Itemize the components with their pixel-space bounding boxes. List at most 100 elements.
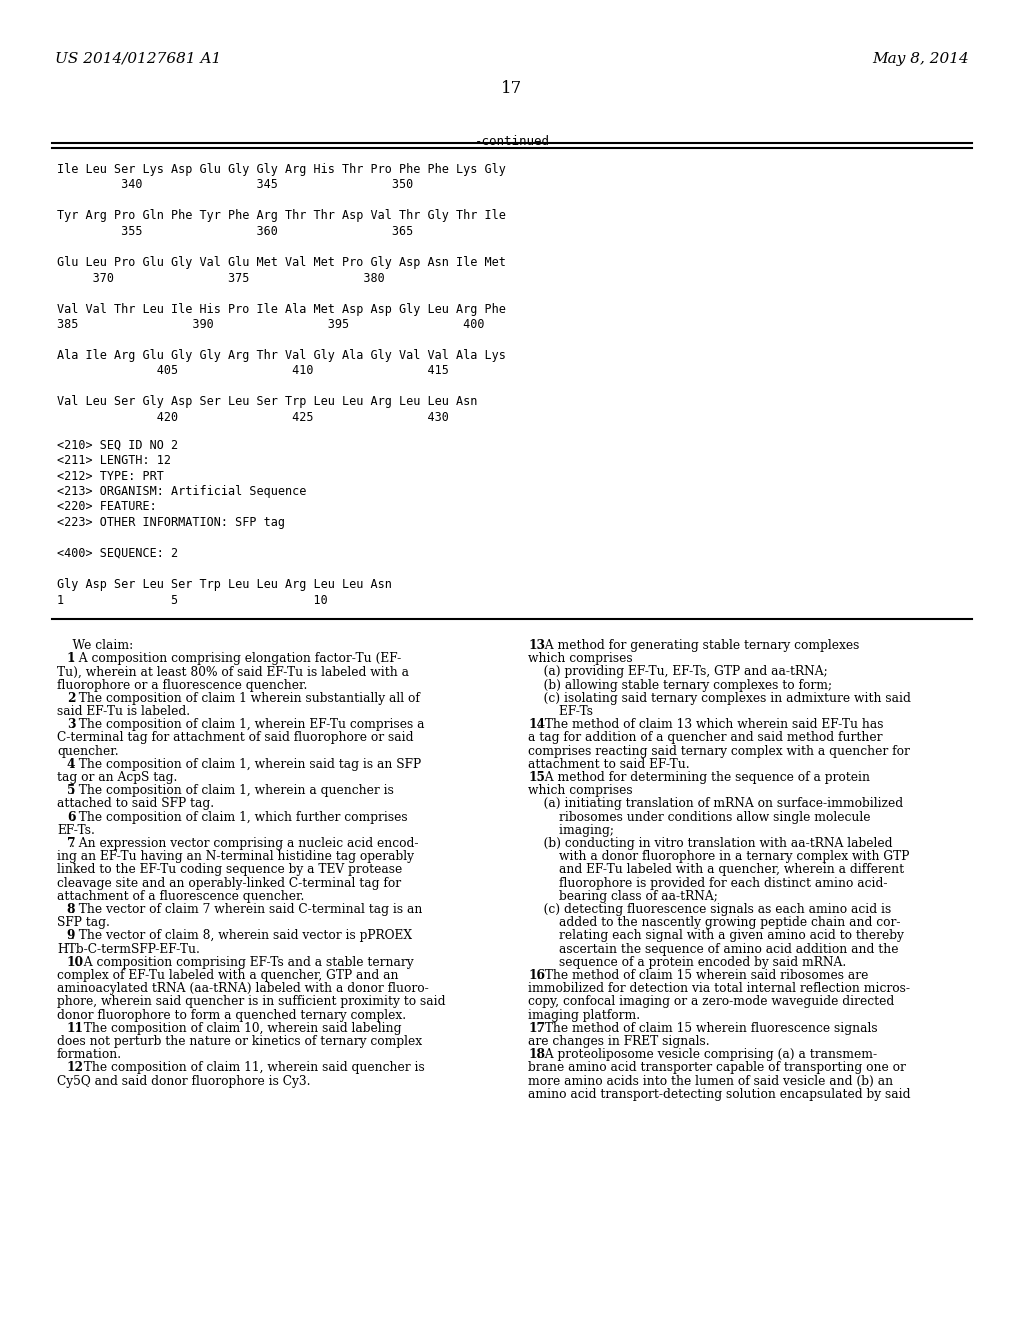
Text: added to the nascently growing peptide chain and cor-: added to the nascently growing peptide c… <box>528 916 900 929</box>
Text: fluorophore or a fluorescence quencher.: fluorophore or a fluorescence quencher. <box>57 678 307 692</box>
Text: C-terminal tag for attachment of said fluorophore or said: C-terminal tag for attachment of said fl… <box>57 731 414 744</box>
Text: . An expression vector comprising a nucleic acid encod-: . An expression vector comprising a nucl… <box>72 837 419 850</box>
Text: 15: 15 <box>528 771 545 784</box>
Text: . The vector of claim 7 wherein said C-terminal tag is an: . The vector of claim 7 wherein said C-t… <box>72 903 423 916</box>
Text: 18: 18 <box>528 1048 545 1061</box>
Text: formation.: formation. <box>57 1048 122 1061</box>
Text: which comprises: which comprises <box>528 784 633 797</box>
Text: quencher.: quencher. <box>57 744 119 758</box>
Text: . The composition of claim 1, wherein a quencher is: . The composition of claim 1, wherein a … <box>72 784 394 797</box>
Text: ascertain the sequence of amino acid addition and the: ascertain the sequence of amino acid add… <box>528 942 898 956</box>
Text: . A method for generating stable ternary complexes: . A method for generating stable ternary… <box>538 639 859 652</box>
Text: 7: 7 <box>67 837 76 850</box>
Text: tag or an AcpS tag.: tag or an AcpS tag. <box>57 771 177 784</box>
Text: US 2014/0127681 A1: US 2014/0127681 A1 <box>55 51 221 66</box>
Text: 1               5                   10: 1 5 10 <box>57 594 328 606</box>
Text: -continued: -continued <box>474 135 550 148</box>
Text: (a) providing EF-Tu, EF-Ts, GTP and aa-tRNA;: (a) providing EF-Tu, EF-Ts, GTP and aa-t… <box>528 665 827 678</box>
Text: May 8, 2014: May 8, 2014 <box>872 51 969 66</box>
Text: 16: 16 <box>528 969 545 982</box>
Text: Val Leu Ser Gly Asp Ser Leu Ser Trp Leu Leu Arg Leu Leu Asn: Val Leu Ser Gly Asp Ser Leu Ser Trp Leu … <box>57 396 477 408</box>
Text: We claim:: We claim: <box>57 639 133 652</box>
Text: complex of EF-Tu labeled with a quencher, GTP and an: complex of EF-Tu labeled with a quencher… <box>57 969 398 982</box>
Text: 1: 1 <box>67 652 76 665</box>
Text: immobilized for detection via total internal reflection micros-: immobilized for detection via total inte… <box>528 982 910 995</box>
Text: 9: 9 <box>67 929 75 942</box>
Text: 420                425                430: 420 425 430 <box>57 411 449 424</box>
Text: copy, confocal imaging or a zero-mode waveguide directed: copy, confocal imaging or a zero-mode wa… <box>528 995 894 1008</box>
Text: imaging;: imaging; <box>528 824 614 837</box>
Text: SFP tag.: SFP tag. <box>57 916 110 929</box>
Text: brane amino acid transporter capable of transporting one or: brane amino acid transporter capable of … <box>528 1061 906 1074</box>
Text: 340                345                350: 340 345 350 <box>57 178 414 191</box>
Text: 2: 2 <box>67 692 76 705</box>
Text: Val Val Thr Leu Ile His Pro Ile Ala Met Asp Asp Gly Leu Arg Phe: Val Val Thr Leu Ile His Pro Ile Ala Met … <box>57 302 506 315</box>
Text: Tyr Arg Pro Gln Phe Tyr Phe Arg Thr Thr Asp Val Thr Gly Thr Ile: Tyr Arg Pro Gln Phe Tyr Phe Arg Thr Thr … <box>57 210 506 223</box>
Text: 5: 5 <box>67 784 75 797</box>
Text: 3: 3 <box>67 718 76 731</box>
Text: . A proteoliposome vesicle comprising (a) a transmem-: . A proteoliposome vesicle comprising (a… <box>538 1048 878 1061</box>
Text: <212> TYPE: PRT: <212> TYPE: PRT <box>57 470 164 483</box>
Text: (a) initiating translation of mRNA on surface-immobilized: (a) initiating translation of mRNA on su… <box>528 797 903 810</box>
Text: . The composition of claim 1, wherein EF-Tu comprises a: . The composition of claim 1, wherein EF… <box>72 718 425 731</box>
Text: . The vector of claim 8, wherein said vector is pPROEX: . The vector of claim 8, wherein said ve… <box>72 929 413 942</box>
Text: (c) isolating said ternary complexes in admixture with said: (c) isolating said ternary complexes in … <box>528 692 911 705</box>
Text: 17: 17 <box>528 1022 545 1035</box>
Text: . The composition of claim 1, wherein said tag is an SFP: . The composition of claim 1, wherein sa… <box>72 758 422 771</box>
Text: phore, wherein said quencher is in sufficient proximity to said: phore, wherein said quencher is in suffi… <box>57 995 445 1008</box>
Text: 13: 13 <box>528 639 545 652</box>
Text: 385                390                395                400: 385 390 395 400 <box>57 318 484 331</box>
Text: <220> FEATURE:: <220> FEATURE: <box>57 500 157 513</box>
Text: <213> ORGANISM: Artificial Sequence: <213> ORGANISM: Artificial Sequence <box>57 484 306 498</box>
Text: with a donor fluorophore in a ternary complex with GTP: with a donor fluorophore in a ternary co… <box>528 850 909 863</box>
Text: 370                375                380: 370 375 380 <box>57 272 385 285</box>
Text: <210> SEQ ID NO 2: <210> SEQ ID NO 2 <box>57 438 178 451</box>
Text: 10: 10 <box>67 956 84 969</box>
Text: are changes in FRET signals.: are changes in FRET signals. <box>528 1035 710 1048</box>
Text: and EF-Tu labeled with a quencher, wherein a different: and EF-Tu labeled with a quencher, where… <box>528 863 904 876</box>
Text: . A composition comprising elongation factor-Tu (EF-: . A composition comprising elongation fa… <box>72 652 401 665</box>
Text: Cy5Q and said donor fluorophore is Cy3.: Cy5Q and said donor fluorophore is Cy3. <box>57 1074 310 1088</box>
Text: . A composition comprising EF-Ts and a stable ternary: . A composition comprising EF-Ts and a s… <box>76 956 414 969</box>
Text: 12: 12 <box>67 1061 84 1074</box>
Text: <223> OTHER INFORMATION: SFP tag: <223> OTHER INFORMATION: SFP tag <box>57 516 285 529</box>
Text: more amino acids into the lumen of said vesicle and (b) an: more amino acids into the lumen of said … <box>528 1074 893 1088</box>
Text: . The method of claim 15 wherein fluorescence signals: . The method of claim 15 wherein fluores… <box>538 1022 878 1035</box>
Text: imaging platform.: imaging platform. <box>528 1008 640 1022</box>
Text: . The composition of claim 1 wherein substantially all of: . The composition of claim 1 wherein sub… <box>72 692 420 705</box>
Text: linked to the EF-Tu coding sequence by a TEV protease: linked to the EF-Tu coding sequence by a… <box>57 863 402 876</box>
Text: said EF-Tu is labeled.: said EF-Tu is labeled. <box>57 705 190 718</box>
Text: HTb-C-termSFP-EF-Tu.: HTb-C-termSFP-EF-Tu. <box>57 942 200 956</box>
Text: . The composition of claim 10, wherein said labeling: . The composition of claim 10, wherein s… <box>76 1022 401 1035</box>
Text: ribosomes under conditions allow single molecule: ribosomes under conditions allow single … <box>528 810 870 824</box>
Text: (b) conducting in vitro translation with aa-tRNA labeled: (b) conducting in vitro translation with… <box>528 837 893 850</box>
Text: aminoacylated tRNA (aa-tRNA) labeled with a donor fluoro-: aminoacylated tRNA (aa-tRNA) labeled wit… <box>57 982 429 995</box>
Text: donor fluorophore to form a quenched ternary complex.: donor fluorophore to form a quenched ter… <box>57 1008 407 1022</box>
Text: comprises reacting said ternary complex with a quencher for: comprises reacting said ternary complex … <box>528 744 910 758</box>
Text: 8: 8 <box>67 903 76 916</box>
Text: (b) allowing stable ternary complexes to form;: (b) allowing stable ternary complexes to… <box>528 678 833 692</box>
Text: ing an EF-Tu having an N-terminal histidine tag operably: ing an EF-Tu having an N-terminal histid… <box>57 850 414 863</box>
Text: 17: 17 <box>502 81 522 96</box>
Text: amino acid transport-detecting solution encapsulated by said: amino acid transport-detecting solution … <box>528 1088 910 1101</box>
Text: 11: 11 <box>67 1022 84 1035</box>
Text: EF-Ts: EF-Ts <box>528 705 593 718</box>
Text: <211> LENGTH: 12: <211> LENGTH: 12 <box>57 454 171 467</box>
Text: 6: 6 <box>67 810 76 824</box>
Text: fluorophore is provided for each distinct amino acid-: fluorophore is provided for each distinc… <box>528 876 888 890</box>
Text: . The method of claim 13 which wherein said EF-Tu has: . The method of claim 13 which wherein s… <box>538 718 884 731</box>
Text: EF-Ts.: EF-Ts. <box>57 824 95 837</box>
Text: . The composition of claim 1, which further comprises: . The composition of claim 1, which furt… <box>72 810 408 824</box>
Text: . A method for determining the sequence of a protein: . A method for determining the sequence … <box>538 771 870 784</box>
Text: a tag for addition of a quencher and said method further: a tag for addition of a quencher and sai… <box>528 731 883 744</box>
Text: sequence of a protein encoded by said mRNA.: sequence of a protein encoded by said mR… <box>528 956 846 969</box>
Text: attachment of a fluorescence quencher.: attachment of a fluorescence quencher. <box>57 890 304 903</box>
Text: . The method of claim 15 wherein said ribosomes are: . The method of claim 15 wherein said ri… <box>538 969 868 982</box>
Text: attachment to said EF-Tu.: attachment to said EF-Tu. <box>528 758 689 771</box>
Text: Ala Ile Arg Glu Gly Gly Arg Thr Val Gly Ala Gly Val Val Ala Lys: Ala Ile Arg Glu Gly Gly Arg Thr Val Gly … <box>57 348 506 362</box>
Text: Glu Leu Pro Glu Gly Val Glu Met Val Met Pro Gly Asp Asn Ile Met: Glu Leu Pro Glu Gly Val Glu Met Val Met … <box>57 256 506 269</box>
Text: Tu), wherein at least 80% of said EF-Tu is labeled with a: Tu), wherein at least 80% of said EF-Tu … <box>57 665 409 678</box>
Text: attached to said SFP tag.: attached to said SFP tag. <box>57 797 214 810</box>
Text: which comprises: which comprises <box>528 652 633 665</box>
Text: 355                360                365: 355 360 365 <box>57 224 414 238</box>
